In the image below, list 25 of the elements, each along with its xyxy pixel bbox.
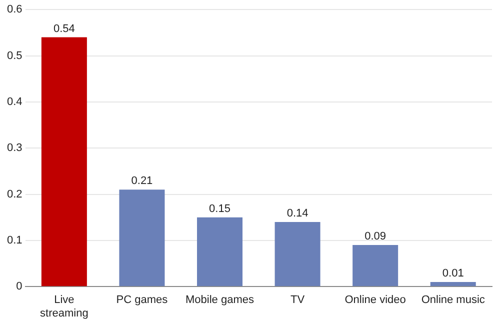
x-tick-label: Mobile games [186, 294, 254, 306]
y-tick-label: 0.4 [6, 96, 22, 108]
data-label: 0.14 [286, 208, 308, 220]
bar [41, 37, 87, 286]
x-tick-label: PC games [116, 294, 168, 306]
y-tick-label: 0.6 [6, 4, 22, 16]
x-tick-label: TV [290, 294, 306, 306]
bar [430, 282, 476, 286]
data-label: 0.09 [364, 230, 386, 243]
y-tick-label: 0.3 [6, 142, 22, 154]
bar [197, 217, 243, 286]
y-tick-label: 0 [16, 280, 22, 293]
y-tick-label: 0.1 [6, 234, 22, 246]
data-label: 0.01 [442, 268, 464, 280]
y-tick-label: 0.5 [6, 50, 22, 62]
data-label: 0.54 [53, 22, 75, 35]
x-tick-label: Online video [344, 294, 406, 306]
bar [119, 190, 165, 286]
x-tick-label: Online music [421, 294, 486, 306]
data-label: 0.21 [131, 175, 153, 188]
data-label: 0.15 [209, 202, 230, 215]
bar [352, 245, 398, 286]
y-tick-label: 0.2 [6, 188, 22, 200]
x-tick-label: Live streaming [40, 294, 88, 320]
bar [274, 222, 320, 286]
